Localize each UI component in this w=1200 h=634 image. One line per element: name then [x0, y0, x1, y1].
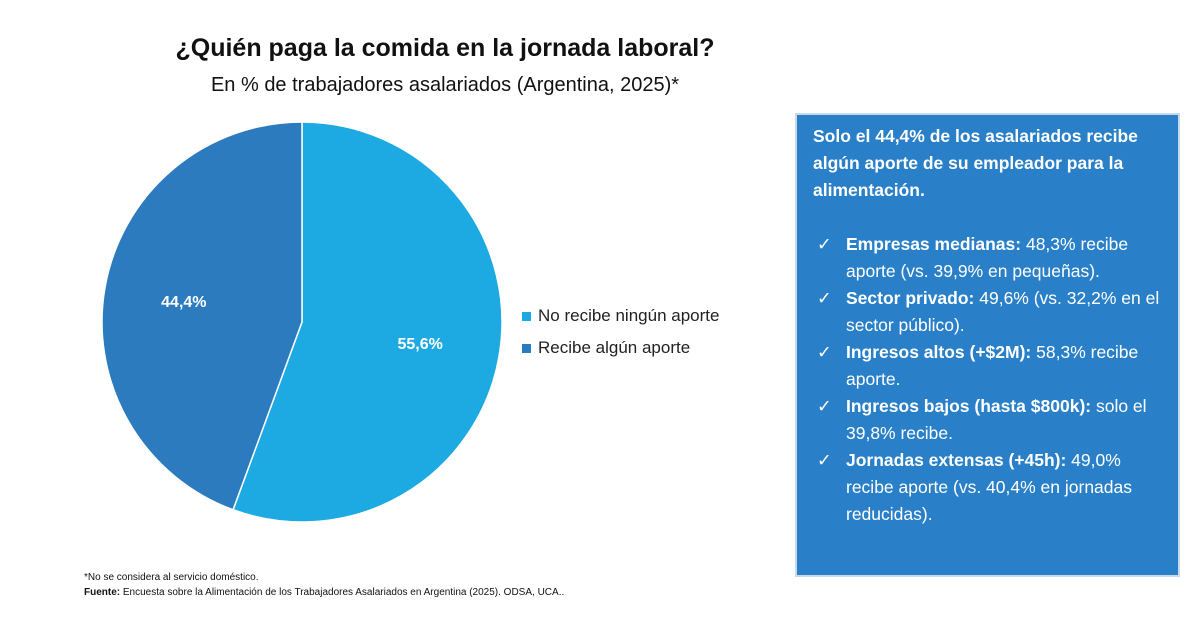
check-icon: ✓: [817, 234, 832, 254]
data-label: 44,4%: [161, 294, 206, 311]
list-item: ✓ Ingresos bajos (hasta $800k): solo el 3…: [813, 393, 1162, 447]
footnote: *No se considera al servicio doméstico.: [84, 572, 259, 583]
item-bold: Ingresos bajos (hasta $800k):: [846, 396, 1092, 416]
pie-slice: [232, 121, 503, 523]
list-item: ✓ Sector privado: 49,6% (vs. 32,2% en el …: [813, 285, 1162, 339]
chart-title: ¿Quién paga la comida en la jornada labo…: [175, 34, 715, 62]
legend-item-aporte: Recibe algún aporte: [522, 338, 690, 358]
legend-swatch: [522, 343, 531, 353]
source-text: Encuesta sobre la Alimentación de los Tr…: [120, 587, 565, 598]
item-text: solo el 39,8% recibe.: [846, 396, 1147, 443]
item-text: 49,0% recibe aporte (vs. 40,4% en jornad…: [846, 450, 1132, 524]
item-bold: Sector privado:: [846, 288, 975, 308]
pie-chart: 55,6% 44,4%: [101, 121, 503, 523]
item-text: 49,6% (vs. 32,2% en el sector público).: [846, 288, 1160, 335]
summary-list: ✓ Empresas medianas: 48,3% recibe aporte …: [813, 231, 1162, 528]
legend-swatch: [522, 311, 531, 321]
pie-slice: [101, 121, 303, 511]
list-item: ✓ Jornadas extensas (+45h): 49,0% recibe …: [813, 447, 1162, 528]
summary-box: Solo el 44,4% de los asalariados recibe …: [795, 113, 1180, 577]
source-label: Fuente:: [84, 587, 121, 598]
check-icon: ✓: [817, 288, 832, 308]
item-bold: Empresas medianas:: [846, 234, 1022, 254]
data-label: 55,6%: [397, 336, 442, 353]
legend-label: Recibe algún aporte: [538, 338, 691, 357]
list-item: ✓ Empresas medianas: 48,3% recibe aporte …: [813, 231, 1162, 285]
legend-item-no-aporte: No recibe ningún aporte: [522, 306, 719, 326]
item-bold: Jornadas extensas (+45h):: [846, 450, 1067, 470]
list-item: ✓ Ingresos altos (+$2M): 58,3% recibe apo…: [813, 339, 1162, 393]
chart-subtitle: En % de trabajadores asalariados (Argent…: [210, 74, 680, 96]
source: Fuente: Encuesta sobre la Alimentación d…: [84, 587, 564, 598]
check-icon: ✓: [817, 342, 832, 362]
item-text: 58,3% recibe aporte.: [846, 342, 1139, 389]
item-text: 48,3% recibe aporte (vs. 39,9% en pequeñ…: [846, 234, 1129, 281]
item-bold: Ingresos altos (+$2M):: [846, 342, 1032, 362]
summary-heading: Solo el 44,4% de los asalariados recibe …: [813, 126, 1138, 200]
check-icon: ✓: [817, 450, 832, 470]
legend-label: No recibe ningún aporte: [538, 306, 720, 325]
check-icon: ✓: [817, 396, 832, 416]
